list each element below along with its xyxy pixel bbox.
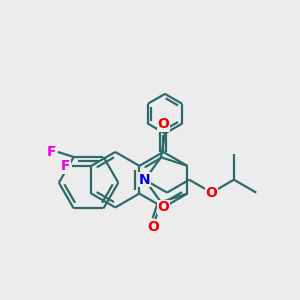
Text: O: O bbox=[158, 117, 169, 131]
Text: F: F bbox=[61, 159, 70, 173]
Text: N: N bbox=[139, 173, 151, 187]
Text: O: O bbox=[158, 200, 169, 214]
Text: O: O bbox=[147, 220, 159, 234]
Text: F: F bbox=[47, 145, 57, 159]
Text: O: O bbox=[206, 186, 218, 200]
